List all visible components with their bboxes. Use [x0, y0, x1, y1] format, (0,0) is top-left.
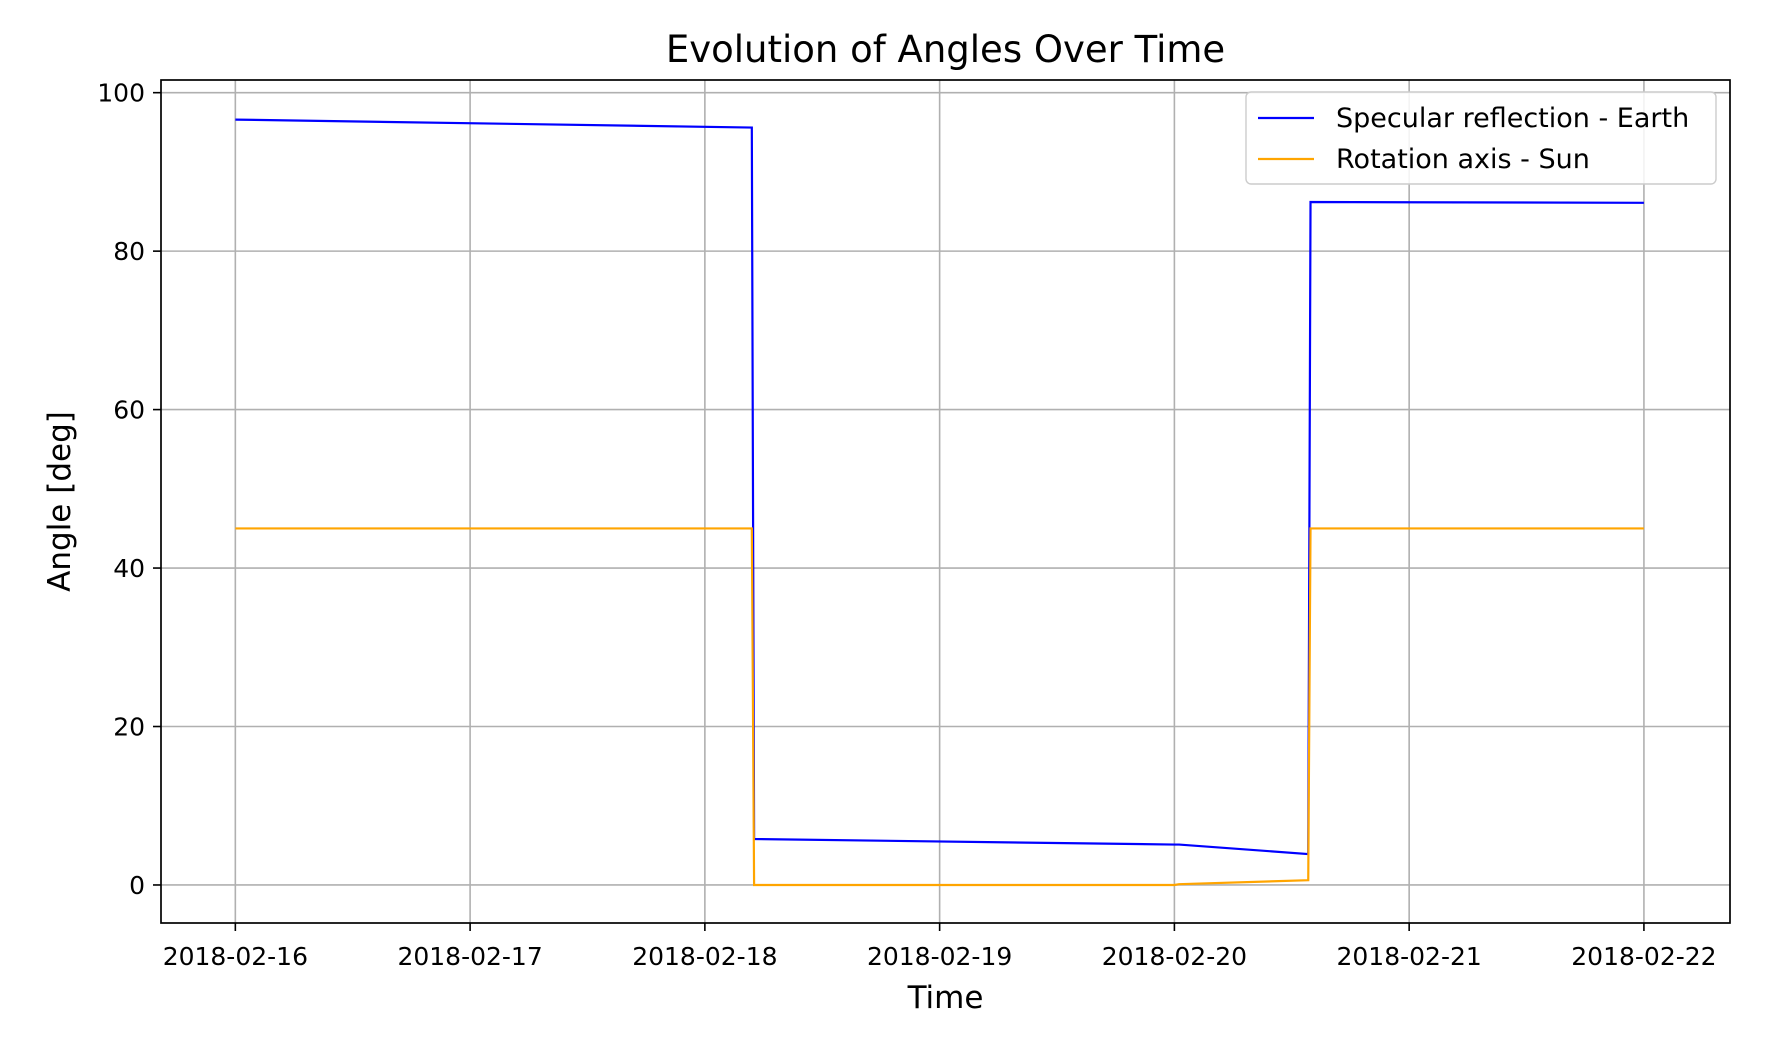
legend-label-specular-reflection-earth: Specular reflection - Earth [1336, 103, 1689, 134]
legend-box [1245, 91, 1717, 185]
x-tick-label: 2018-02-21 [1337, 942, 1482, 971]
y-tick-label: 20 [113, 713, 145, 742]
x-tick-label: 2018-02-22 [1571, 942, 1716, 971]
y-tick-label: 40 [113, 554, 145, 583]
x-axis-label: Time [907, 980, 984, 1016]
plot-frame [160, 79, 1731, 924]
y-tick-label: 80 [113, 237, 145, 266]
series-lines [235, 118, 1644, 887]
y-axis-label: Angle [deg] [42, 411, 78, 592]
x-tick-label: 2018-02-16 [163, 942, 308, 971]
axis-ticks: 2018-02-16 2018-02-17 2018-02-18 2018-02-19… [97, 79, 1716, 971]
legend-label-rotation-axis-sun: Rotation axis - Sun [1336, 144, 1590, 175]
y-tick-label: 60 [113, 396, 145, 425]
grid-lines [161, 80, 1730, 923]
y-tick-label: 100 [97, 79, 145, 108]
y-tick-label: 0 [129, 871, 145, 900]
x-tick-label: 2018-02-18 [632, 942, 777, 971]
chart-title: Evolution of Angles Over Time [666, 28, 1225, 71]
x-tick-label: 2018-02-17 [397, 942, 542, 971]
x-tick-label: 2018-02-20 [1102, 942, 1247, 971]
legend: Specular reflection - Earth Rotation axi… [1245, 91, 1717, 185]
series-line-0 [235, 118, 1644, 856]
series-line-1 [235, 527, 1644, 887]
x-tick-label: 2018-02-19 [867, 942, 1012, 971]
